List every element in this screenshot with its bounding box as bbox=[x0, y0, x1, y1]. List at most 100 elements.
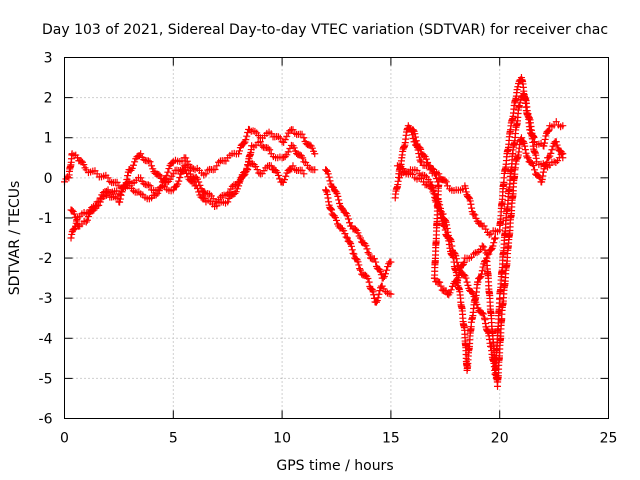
data-marker bbox=[144, 181, 152, 189]
data-marker bbox=[379, 274, 387, 282]
data-marker bbox=[240, 139, 248, 147]
data-point bbox=[435, 170, 443, 178]
data-marker bbox=[273, 168, 281, 176]
data-marker bbox=[174, 180, 182, 188]
data-point bbox=[137, 150, 145, 158]
data-marker bbox=[548, 146, 556, 154]
data-marker bbox=[242, 136, 250, 144]
data-marker bbox=[547, 149, 555, 157]
data-marker bbox=[243, 132, 251, 140]
data-point bbox=[343, 234, 351, 242]
data-marker bbox=[471, 211, 479, 219]
data-point bbox=[350, 250, 358, 258]
data-marker bbox=[462, 184, 470, 192]
data-marker bbox=[113, 178, 121, 186]
data-marker bbox=[215, 158, 223, 166]
y-tick-label: -3 bbox=[39, 291, 53, 307]
data-point bbox=[437, 282, 445, 290]
data-marker bbox=[222, 157, 230, 165]
data-point bbox=[300, 170, 308, 178]
data-marker bbox=[92, 201, 100, 209]
data-marker bbox=[375, 290, 383, 298]
data-marker bbox=[161, 176, 169, 184]
data-point bbox=[417, 158, 425, 166]
data-marker bbox=[553, 141, 561, 149]
data-marker bbox=[428, 182, 436, 190]
data-marker bbox=[84, 213, 92, 221]
data-point bbox=[474, 278, 482, 286]
data-marker bbox=[322, 166, 330, 174]
data-marker bbox=[545, 154, 553, 162]
data-marker bbox=[77, 157, 85, 165]
data-marker bbox=[409, 126, 417, 134]
data-marker bbox=[332, 188, 340, 196]
data-marker bbox=[334, 192, 342, 200]
data-marker bbox=[476, 274, 484, 282]
data-marker bbox=[83, 216, 91, 224]
data-marker bbox=[284, 148, 292, 156]
data-point bbox=[430, 274, 438, 282]
data-marker bbox=[308, 144, 316, 152]
data-marker bbox=[90, 206, 98, 214]
data-marker bbox=[95, 197, 103, 205]
data-marker bbox=[128, 164, 136, 172]
data-point bbox=[517, 134, 525, 142]
data-marker bbox=[80, 161, 88, 169]
y-tick-label: -5 bbox=[39, 371, 53, 387]
data-marker bbox=[460, 258, 468, 266]
data-marker bbox=[233, 185, 241, 193]
data-marker bbox=[193, 184, 201, 192]
data-marker bbox=[164, 168, 172, 176]
data-marker bbox=[489, 242, 497, 250]
data-marker bbox=[176, 173, 184, 181]
data-marker bbox=[412, 137, 420, 145]
data-point bbox=[478, 242, 486, 250]
data-marker bbox=[372, 298, 380, 306]
y-tick-label: -1 bbox=[39, 211, 53, 227]
data-marker bbox=[182, 154, 190, 162]
data-marker bbox=[454, 274, 462, 282]
data-marker bbox=[299, 154, 307, 162]
data-marker bbox=[288, 165, 296, 173]
data-marker bbox=[453, 278, 461, 286]
y-tick-label: 1 bbox=[44, 131, 53, 147]
data-marker bbox=[146, 158, 154, 166]
x-tick-labels: 0 5 10 15 20 25 bbox=[60, 57, 617, 447]
data-marker bbox=[298, 166, 306, 174]
y-tick-label: 2 bbox=[44, 91, 53, 107]
data-marker bbox=[324, 170, 332, 178]
data-marker bbox=[544, 127, 552, 135]
data-marker bbox=[354, 258, 362, 266]
data-marker bbox=[70, 210, 78, 218]
data-marker bbox=[106, 178, 114, 186]
data-marker bbox=[370, 255, 378, 263]
data-marker bbox=[255, 169, 263, 177]
data-marker bbox=[341, 230, 349, 238]
data-marker bbox=[266, 146, 274, 154]
data-point bbox=[68, 150, 76, 158]
data-marker bbox=[251, 127, 259, 135]
data-marker bbox=[283, 132, 291, 140]
data-marker bbox=[411, 130, 419, 138]
data-point bbox=[82, 218, 90, 226]
data-marker bbox=[335, 196, 343, 204]
data-marker bbox=[72, 217, 80, 225]
y-tick-label: 3 bbox=[44, 51, 53, 67]
x-tick-label: 20 bbox=[491, 431, 509, 447]
data-marker bbox=[116, 198, 124, 206]
data-marker bbox=[286, 127, 294, 135]
data-point bbox=[356, 234, 364, 242]
data-point bbox=[524, 154, 532, 162]
data-marker bbox=[437, 214, 445, 222]
data-marker bbox=[298, 130, 306, 138]
data-marker bbox=[258, 142, 266, 150]
x-tick-label: 5 bbox=[169, 431, 178, 447]
data-marker bbox=[276, 134, 284, 142]
data-marker bbox=[540, 142, 548, 150]
data-point bbox=[311, 150, 319, 158]
data-point bbox=[202, 170, 210, 178]
x-tick-label: 0 bbox=[60, 431, 69, 447]
data-marker bbox=[465, 194, 473, 202]
data-marker bbox=[429, 186, 437, 194]
data-marker bbox=[99, 189, 107, 197]
